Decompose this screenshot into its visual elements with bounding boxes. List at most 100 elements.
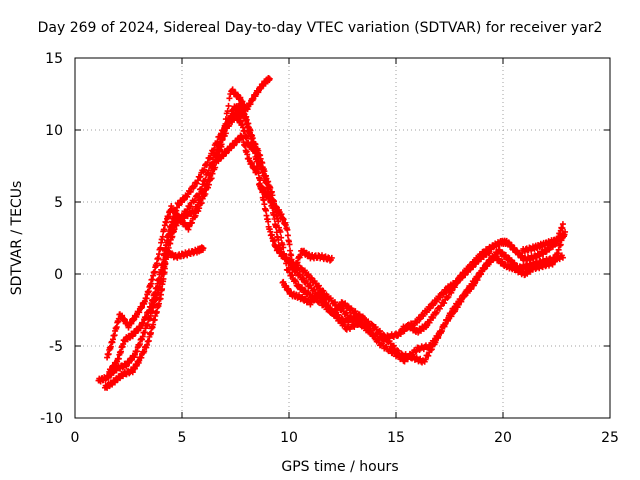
data-point [307,282,314,289]
x-tick-label: 10 [280,430,298,446]
data-point [271,216,278,223]
data-point [332,299,339,306]
data-point [413,348,420,355]
data-point [367,326,374,333]
data-point [487,259,494,266]
data-point [194,177,201,184]
chart-title: Day 269 of 2024, Sidereal Day-to-day VTE… [38,20,603,36]
data-point [433,309,440,316]
data-point [330,311,337,318]
y-tick-label: 10 [45,123,63,139]
data-point [438,327,445,334]
data-point [464,290,471,297]
data-point [480,266,487,273]
data-point [368,320,375,327]
data-point [445,293,452,300]
x-tick-label: 0 [71,430,80,446]
series-trace-2 [101,108,566,391]
data-point [311,286,318,293]
data-point [364,323,371,330]
x-tick-label: 20 [494,430,512,446]
x-tick-label: 25 [601,430,619,446]
data-point [210,146,217,153]
data-point [315,282,322,289]
data-point [273,224,280,231]
data-point [208,175,215,182]
data-point [185,226,192,233]
data-point [425,352,432,359]
data-point [292,278,299,285]
data-point [205,181,212,188]
data-point [201,166,208,173]
data-point [224,108,231,115]
data-point [371,332,378,339]
data-point [437,303,444,310]
data-point [196,205,203,212]
data-point [191,197,198,204]
data-point [225,102,232,109]
data-point [352,308,359,315]
data-point [193,180,200,187]
data-point [437,294,444,301]
data-point [414,319,421,326]
data-point [197,173,204,180]
data-point [383,335,390,342]
data-point [217,134,224,141]
data-point [318,298,325,305]
data-point [363,317,370,324]
data-point [454,301,461,308]
data-point [487,246,494,253]
x-axis-label: GPS time / hours [281,459,398,475]
data-point [383,343,390,350]
data-point [369,321,376,328]
plot-frame [74,57,611,419]
data-point [212,164,219,171]
data-point [218,143,225,150]
data-point [468,285,475,292]
data-point [219,137,226,144]
y-axis-label: SDTVAR / TECUs [9,181,25,296]
data-point [318,288,325,295]
data-point [402,325,409,332]
data-point [307,301,314,308]
data-point [265,218,272,225]
series-trace-7 [256,180,335,273]
data-point [442,320,449,327]
data-point [221,127,228,134]
series-trace-10 [519,228,569,255]
data-point [184,193,191,200]
data-point [226,95,233,102]
data-point [435,333,442,340]
data-point [253,168,260,175]
data-point [559,221,566,228]
data-point [340,321,347,328]
y-tick-label: 15 [45,51,63,67]
x-tick-label: 5 [178,430,187,446]
series-trace-8 [279,278,370,325]
data-point [433,298,440,305]
data-point [164,239,171,246]
data-point [187,188,194,195]
data-point [409,352,416,359]
y-tick-label: 0 [54,267,63,283]
data-point [220,130,227,137]
data-point [431,338,438,345]
data-point [351,323,358,330]
data-point [221,123,228,130]
series-trace-6 [213,132,260,176]
data-point [157,244,164,251]
data-point [492,253,499,260]
data-point [348,313,355,320]
series-trace-4 [104,75,273,361]
data-point [387,346,394,353]
data-point [186,223,193,230]
data-point [222,116,229,123]
data-point [310,297,317,304]
data-point [275,236,282,243]
data-point [214,138,221,145]
data-point [341,322,348,329]
data-point [280,244,287,251]
series-trace-9 [399,246,494,332]
data-point [432,310,439,317]
